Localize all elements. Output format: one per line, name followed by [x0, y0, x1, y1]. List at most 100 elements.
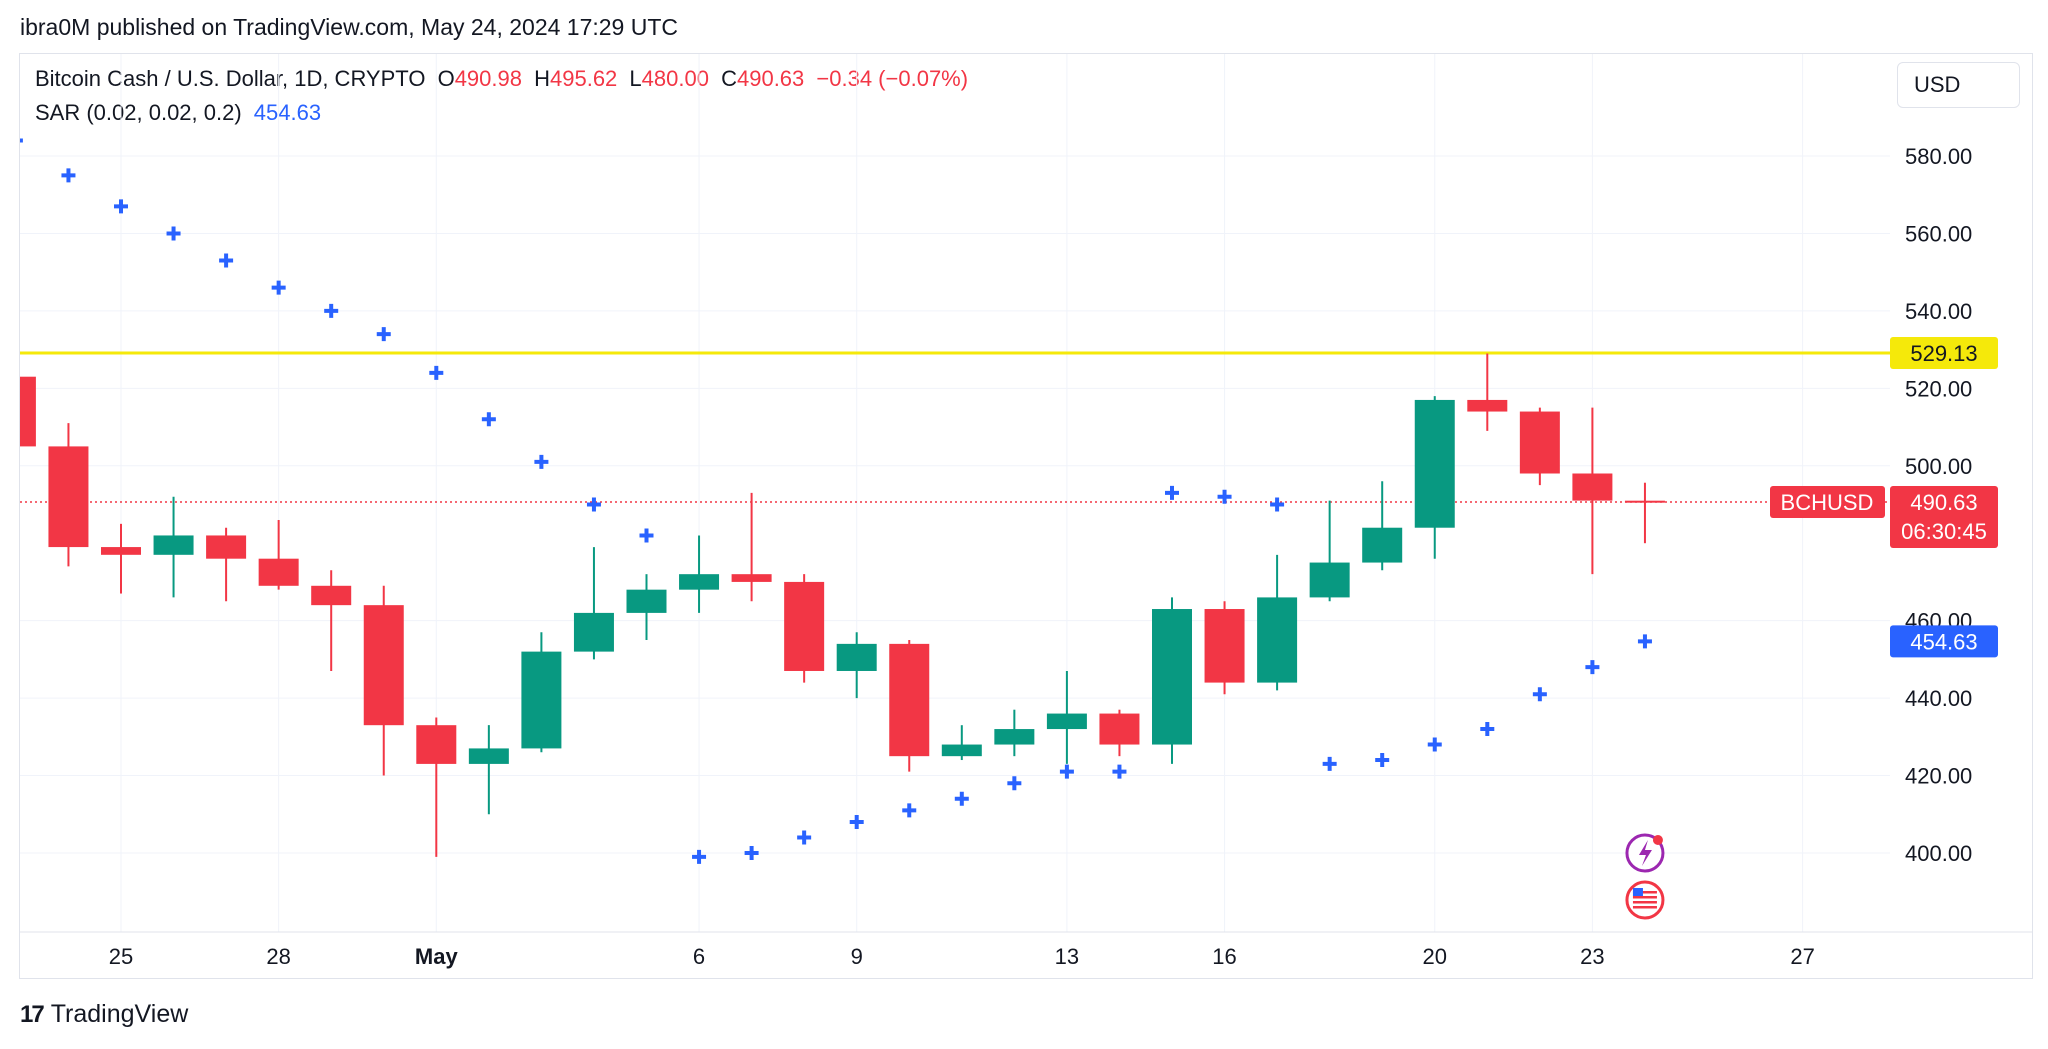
- sar-point: [744, 845, 759, 860]
- candle-body: [836, 643, 877, 671]
- low-value: 480.00: [641, 66, 709, 91]
- candle-body: [573, 612, 614, 652]
- x-tick-label: 23: [1580, 944, 1604, 969]
- resistance-price-label-bg: [1890, 336, 1998, 369]
- candle-body: [1572, 473, 1613, 501]
- sar-point: [1427, 737, 1442, 752]
- candle-body: [101, 547, 141, 555]
- candle-body: [784, 581, 825, 671]
- close-label: C: [721, 66, 737, 91]
- candle-body: [994, 729, 1035, 745]
- sar-point: [534, 454, 549, 469]
- flag-stripe: [1632, 896, 1657, 899]
- flag-canton: [1632, 888, 1643, 896]
- symbol-tag: BCHUSD: [1781, 490, 1874, 515]
- sar-point: [481, 412, 496, 427]
- currency-button[interactable]: USD: [1897, 62, 2020, 108]
- us-flag-event-icon: [1625, 880, 1665, 920]
- tradingview-brand[interactable]: 17 TradingView: [20, 1000, 188, 1029]
- resistance-price-label: 529.13: [1910, 341, 1977, 366]
- indicator-legend: SAR (0.02, 0.02, 0.2) 454.63: [35, 100, 327, 126]
- sar-point: [1375, 753, 1390, 768]
- candle-body: [1046, 713, 1087, 730]
- y-tick-label: 580.00: [1905, 144, 1972, 169]
- high-label: H: [534, 66, 550, 91]
- candle-body: [626, 589, 667, 613]
- x-tick-label: 20: [1423, 944, 1447, 969]
- brand-label: TradingView: [50, 1000, 189, 1028]
- candle-body: [258, 558, 299, 586]
- sar-point: [1217, 489, 1232, 504]
- open-label: O: [437, 66, 455, 91]
- plot-area: [20, 138, 1890, 920]
- sar-point: [586, 497, 601, 512]
- x-tick-label: 13: [1055, 944, 1079, 969]
- sar-point: [797, 830, 812, 845]
- sar-price-label-bg: [1890, 625, 1998, 658]
- last-price-label-bg: [1890, 486, 1998, 549]
- y-tick-label: 520.00: [1905, 376, 1972, 401]
- publisher-line: ibra0M published on TradingView.com, May…: [20, 14, 679, 40]
- sar-point: [376, 327, 391, 342]
- x-tick-label: 27: [1790, 944, 1814, 969]
- candle-body: [1309, 562, 1350, 598]
- x-tick-label: 9: [851, 944, 863, 969]
- candle-body: [48, 446, 89, 548]
- candle-body: [1414, 399, 1455, 528]
- flag-stripe: [1632, 906, 1657, 909]
- sar-point: [692, 849, 707, 864]
- sar-point: [1532, 687, 1547, 702]
- symbol-title[interactable]: Bitcoin Cash / U.S. Dollar, 1D, CRYPTO: [35, 66, 426, 91]
- sar-point: [1585, 660, 1600, 675]
- sar-point: [849, 814, 864, 829]
- candle-body: [1099, 713, 1140, 745]
- x-tick-label: 16: [1212, 944, 1236, 969]
- candle-body: [679, 574, 720, 590]
- sar-point: [429, 365, 444, 380]
- sar-point: [1112, 764, 1127, 779]
- sar-point: [271, 280, 286, 295]
- candle-body: [206, 535, 247, 559]
- tradingview-logo-icon: 17: [20, 1000, 45, 1028]
- sar-point: [1165, 485, 1179, 500]
- flag-stripe: [1632, 901, 1657, 904]
- y-tick-label: 440.00: [1905, 686, 1972, 711]
- sar-point: [1322, 756, 1337, 771]
- sar-point: [166, 226, 181, 241]
- candle-body: [731, 574, 772, 582]
- sar-point: [1059, 764, 1074, 779]
- sar-point: [114, 199, 128, 214]
- sar-point: [954, 791, 969, 806]
- candle-body: [1519, 411, 1560, 474]
- chart-frame[interactable]: [19, 53, 2033, 979]
- candle-body: [1362, 527, 1403, 563]
- candle-body: [521, 651, 562, 749]
- candle-body: [1152, 609, 1192, 745]
- candle-body: [1204, 609, 1245, 683]
- candle-body: [311, 585, 352, 606]
- candle-body: [889, 643, 930, 757]
- sar-point: [1007, 776, 1022, 791]
- sar-point: [20, 138, 23, 143]
- lightning-glyph: [1638, 840, 1652, 866]
- indicator-name[interactable]: SAR (0.02, 0.02, 0.2): [35, 100, 242, 125]
- notification-dot: [1652, 835, 1663, 845]
- y-tick-label: 560.00: [1905, 221, 1972, 246]
- sar-point: [324, 303, 339, 318]
- sar-point: [1270, 497, 1285, 512]
- y-tick-label: 400.00: [1905, 841, 1972, 866]
- close-value: 490.63: [736, 66, 805, 91]
- sar-point: [1480, 722, 1495, 737]
- candle-body: [941, 744, 982, 757]
- sar-price-label: 454.63: [1910, 629, 1977, 654]
- x-tick-label: 28: [266, 944, 290, 969]
- y-tick-label: 500.00: [1905, 454, 1972, 479]
- x-tick-label: 25: [109, 944, 133, 969]
- sar-point: [219, 253, 234, 268]
- candle-body: [468, 748, 509, 764]
- candle-body: [416, 725, 457, 764]
- sar-point: [639, 528, 654, 543]
- countdown-label: 06:30:45: [1901, 519, 1987, 544]
- sar-point: [1637, 634, 1652, 649]
